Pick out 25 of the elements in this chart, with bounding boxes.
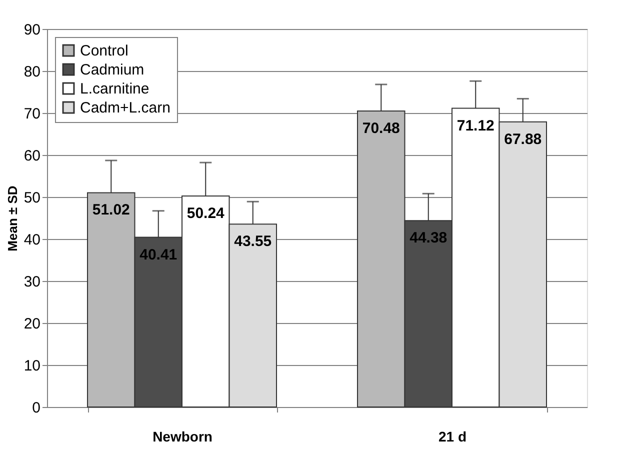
data-label: 43.55 [234,233,272,250]
y-tick-label: 70 [24,106,40,122]
y-tick-label: 60 [24,148,40,164]
y-tick-label: 10 [24,358,40,374]
y-tick-label: 80 [24,64,40,80]
legend-label: L.carnitine [80,80,150,98]
y-tick-label: 90 [24,22,40,38]
y-tick-label: 0 [32,400,40,416]
data-label: 40.41 [140,246,178,264]
y-tick-label: 40 [24,232,40,248]
data-label: 71.12 [456,117,494,134]
y-tick-label: 30 [24,274,40,290]
data-label: 51.02 [92,202,130,219]
data-label: 70.48 [362,120,400,137]
legend-label: Control [80,42,128,60]
x-tick-label: 21 d [438,428,467,444]
y-axis-title: Mean ± SD [4,186,20,252]
legend-label: Cadm+L.carn [80,100,170,116]
legend-label: Cadmium [80,62,144,78]
data-label: 50.24 [186,204,226,222]
x-tick-label: Newborn [152,428,212,444]
data-label: 44.38 [410,230,448,247]
y-tick-label: 20 [24,316,40,332]
y-tick-label: 50 [24,190,40,206]
data-label: 67.88 [504,130,542,148]
